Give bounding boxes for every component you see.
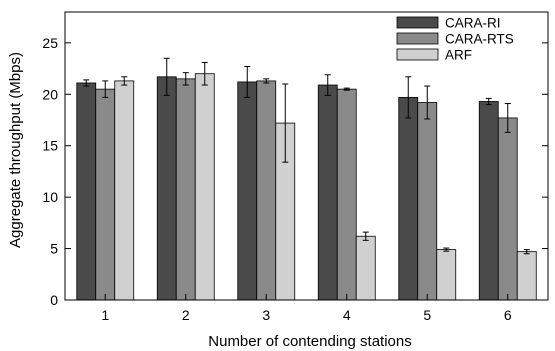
bar-cara-ri-1: [76, 82, 97, 301]
error-bar-arf-6: [523, 249, 530, 255]
error-bar-cara-ri-5: [405, 76, 412, 119]
axes: 0 5 10 15 20 25 1 2 3 4 5 6: [42, 11, 549, 323]
bar-cara-ri-4: [317, 84, 338, 301]
legend-swatch: [396, 16, 439, 29]
x-tick-label-4: 4: [343, 307, 351, 323]
plot-frame: [64, 11, 549, 301]
legend-swatch: [396, 32, 439, 45]
bar-arf-6: [516, 251, 537, 301]
legend-label: CARA-RTS: [445, 32, 514, 47]
bar-cara-rts-3: [256, 80, 277, 301]
y-tick-label-25: 25: [42, 35, 58, 51]
bar-arf-5: [436, 249, 457, 301]
error-bar-arf-2: [201, 61, 208, 86]
bar-cara-rts-5: [417, 102, 438, 301]
bar-cara-rts-6: [497, 117, 518, 301]
legend-label: CARA-RI: [445, 16, 501, 31]
y-tick-label-10: 10: [42, 189, 58, 205]
x-tick-label-2: 2: [182, 307, 190, 323]
error-bar-cara-rts-6: [504, 103, 511, 133]
error-bar-cara-ri-6: [485, 97, 492, 106]
legend-item-cara-ri: CARA-RI: [396, 16, 501, 31]
legend-swatch: [396, 48, 439, 61]
x-tick-label-1: 1: [101, 307, 109, 323]
legend-item-cara-rts: CARA-RTS: [396, 32, 514, 47]
error-bar-arf-5: [443, 247, 450, 252]
error-bar-cara-rts-2: [182, 72, 189, 86]
bar-arf-4: [355, 235, 376, 301]
x-axis-title: Number of contending stations: [208, 333, 411, 350]
error-bar-cara-rts-5: [424, 85, 431, 120]
bar-cara-ri-5: [398, 96, 419, 301]
y-tick-label-5: 5: [50, 241, 58, 257]
error-bar-cara-ri-2: [163, 57, 170, 96]
y-tick-label-20: 20: [42, 86, 58, 102]
legend-item-arf: ARF: [396, 48, 472, 63]
error-bar-cara-rts-1: [102, 80, 109, 98]
y-tick-label-0: 0: [50, 292, 58, 308]
bar-cara-ri-6: [478, 101, 499, 301]
error-bar-cara-ri-1: [83, 79, 90, 87]
bar-arf-1: [114, 80, 135, 301]
bar-cara-ri-2: [156, 76, 177, 301]
bars: [76, 73, 537, 301]
bar-cara-rts-4: [336, 88, 357, 301]
error-bar-arf-1: [121, 76, 128, 86]
bar-cara-rts-1: [95, 88, 116, 301]
y-tick-label-15: 15: [42, 138, 58, 154]
x-tick-label-3: 3: [262, 307, 270, 323]
y-axis-title: Aggregate throughput (Mbps): [7, 52, 24, 248]
legend-label: ARF: [445, 48, 472, 63]
bar-cara-ri-3: [237, 81, 258, 301]
bar-arf-2: [194, 73, 215, 301]
error-bar-cara-ri-3: [244, 66, 251, 98]
error-bar-arf-3: [282, 83, 289, 163]
x-tick-label-6: 6: [504, 307, 512, 323]
error-bar-arf-4: [362, 231, 369, 241]
error-bar-cara-ri-4: [324, 74, 331, 96]
error-bar-cara-rts-4: [343, 87, 350, 91]
error-bars: [83, 57, 530, 255]
bar-cara-rts-2: [175, 78, 196, 301]
x-tick-label-5: 5: [423, 307, 431, 323]
error-bar-cara-rts-3: [263, 78, 270, 84]
